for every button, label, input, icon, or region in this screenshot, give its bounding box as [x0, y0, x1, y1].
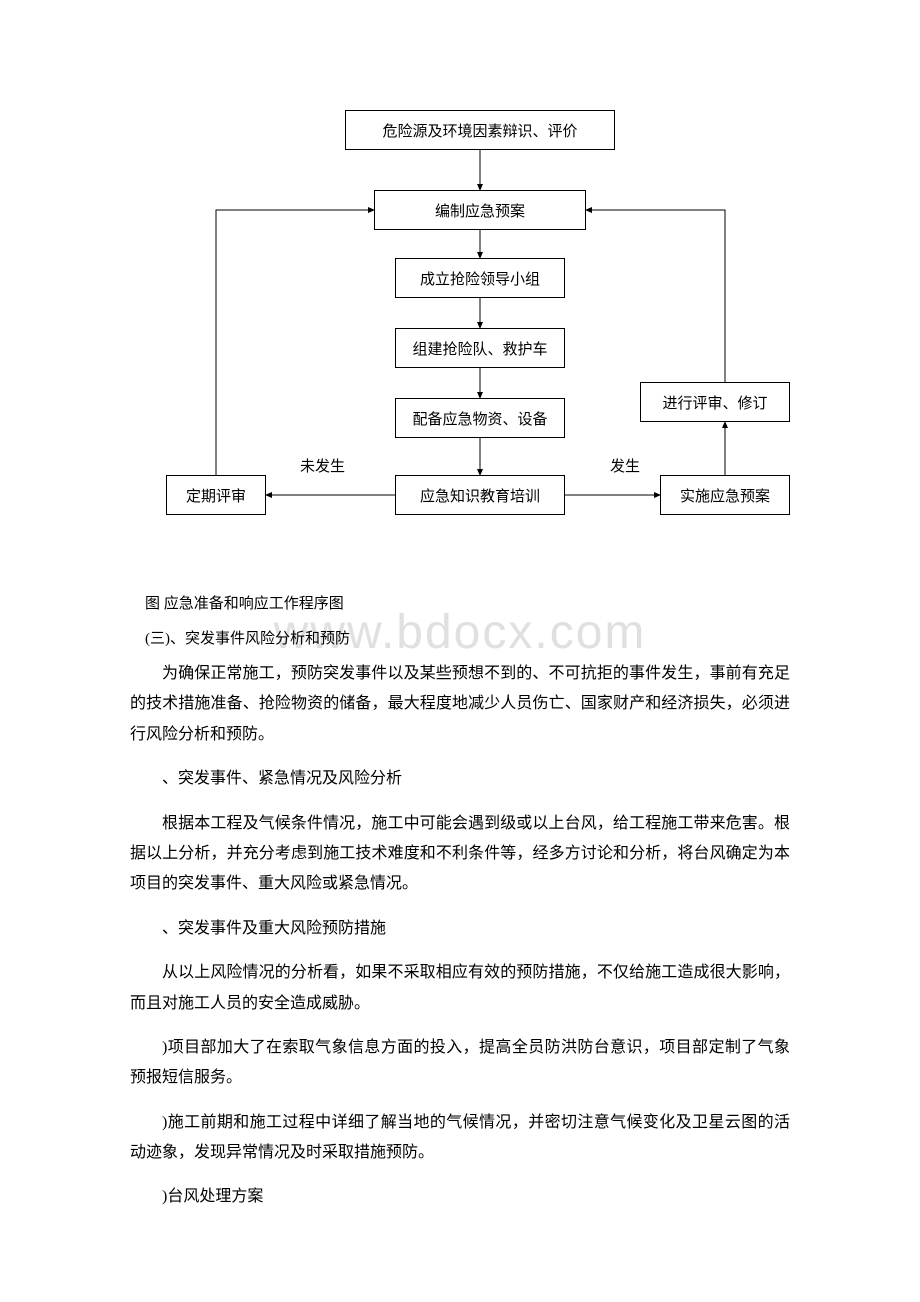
paragraph: )施工前期和施工过程中详细了解当地的气候情况，并密切注意气候变化及卫星云图的活动…	[130, 1108, 790, 1169]
paragraph: 从以上风险情况的分析看，如果不采取相应有效的预防措施，不仅给施工造成很大影响，而…	[130, 958, 790, 1019]
flowchart-edge-label: 发生	[610, 455, 640, 476]
flowchart-node: 进行评审、修订	[640, 382, 790, 422]
flowchart-node: 定期评审	[166, 475, 266, 515]
flowchart-connectors	[0, 100, 920, 530]
flowchart-container: 危险源及环境因素辩识、评价编制应急预案成立抢险领导小组组建抢险队、救护车配备应急…	[0, 100, 920, 530]
paragraph: 根据本工程及气候条件情况，施工中可能会遇到级或以上台风，给工程施工带来危害。根据…	[130, 809, 790, 900]
paragraph: )项目部加大了在索取气象信息方面的投入，提高全员防洪防台意识，项目部定制了气象预…	[130, 1033, 790, 1094]
flowchart-edge	[586, 210, 725, 382]
paragraph: )台风处理方案	[130, 1182, 790, 1212]
flowchart-node: 组建抢险队、救护车	[395, 328, 565, 368]
flowchart-node: 实施应急预案	[660, 475, 790, 515]
flowchart-node: 危险源及环境因素辩识、评价	[345, 110, 615, 150]
document-body: 图 应急准备和响应工作程序图 (三)、突发事件风险分析和预防 为确保正常施工，预…	[130, 590, 790, 1227]
flowchart-node: 成立抢险领导小组	[395, 258, 565, 298]
flowchart-edge	[216, 210, 374, 475]
paragraph: 、突发事件及重大风险预防措施	[130, 914, 790, 944]
section-heading: (三)、突发事件风险分析和预防	[130, 625, 790, 654]
flowchart-node: 配备应急物资、设备	[395, 398, 565, 438]
flowchart-edge-label: 未发生	[300, 455, 345, 476]
paragraph: 为确保正常施工，预防突发事件以及某些预想不到的、不可抗拒的事件发生，事前有充足的…	[130, 659, 790, 750]
figure-caption: 图 应急准备和响应工作程序图	[130, 590, 790, 619]
flowchart-node: 编制应急预案	[374, 190, 586, 230]
flowchart-node: 应急知识教育培训	[395, 475, 565, 515]
paragraph: 、突发事件、紧急情况及风险分析	[130, 764, 790, 794]
